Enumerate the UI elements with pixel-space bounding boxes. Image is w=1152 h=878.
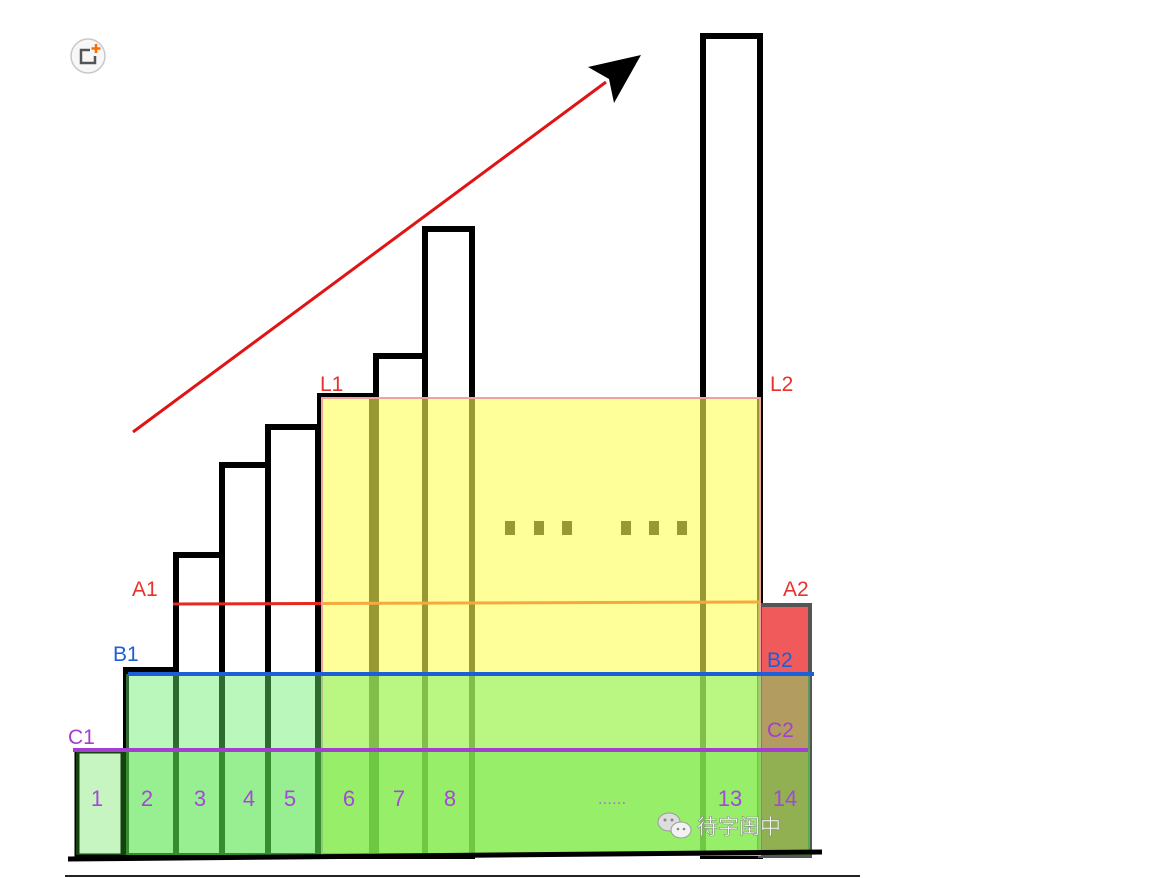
- label-b2: B2: [767, 649, 793, 672]
- arrow-head: [588, 55, 641, 103]
- label-a1: A1: [132, 578, 158, 601]
- bar-number: 4: [243, 786, 255, 811]
- bar-number-ellipsis: ......: [598, 789, 626, 808]
- label-c2: C2: [767, 719, 794, 742]
- bar-numbers: 1 2 3 4 5 6 7 8 ...... 13 14: [91, 786, 797, 811]
- bar-number: 2: [141, 786, 153, 811]
- bar-number: 1: [91, 786, 103, 811]
- area-c-overlay: [76, 750, 810, 855]
- bar-number: 5: [284, 786, 296, 811]
- area-l1-l2-overlay: [321, 397, 761, 856]
- baseline: [67, 849, 823, 862]
- watermark: 待字闺中: [657, 812, 781, 839]
- trend-arrow: [132, 55, 641, 434]
- area-b-overlay: [126, 674, 810, 855]
- bar-number: 3: [194, 786, 206, 811]
- add-to-collection-icon[interactable]: [70, 38, 106, 74]
- label-b1: B1: [113, 643, 139, 666]
- bar-number: 8: [444, 786, 456, 811]
- bar-1: [74, 748, 126, 859]
- label-c1: C1: [68, 726, 95, 749]
- watermark-text: 待字闺中: [697, 815, 781, 839]
- label-a2: A2: [783, 578, 809, 601]
- bar-number: 7: [393, 786, 405, 811]
- bar-number: 6: [343, 786, 355, 811]
- arrow-shaft: [132, 80, 607, 434]
- bar-number: 13: [718, 786, 742, 811]
- wechat-icon: [657, 812, 692, 839]
- bar-number: 14: [773, 786, 797, 811]
- label-l1: L1: [320, 373, 343, 396]
- label-l2: L2: [770, 373, 793, 396]
- bar-14: [758, 603, 812, 858]
